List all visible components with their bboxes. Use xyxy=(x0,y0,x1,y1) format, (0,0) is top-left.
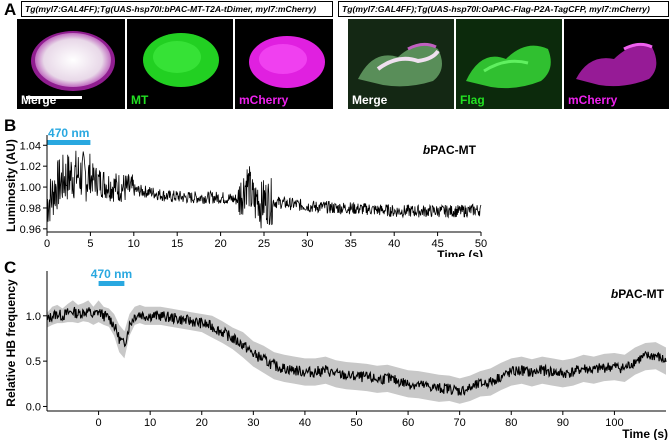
x-tick-label: 10 xyxy=(128,238,140,250)
y-tick-label: 1.00 xyxy=(20,182,41,194)
y-axis-label: Luminosity (AU) xyxy=(4,139,18,232)
series-annotation: bPAC-MT xyxy=(423,143,477,157)
x-tick-label: 25 xyxy=(258,238,270,250)
image-label: Flag xyxy=(460,93,485,107)
x-axis-label: Time (s) xyxy=(622,427,668,440)
heart-magenta-shape xyxy=(249,36,325,88)
microscopy-image-flag: Flag xyxy=(456,19,562,109)
y-tick-label: 0.96 xyxy=(20,224,41,236)
x-tick-label: 50 xyxy=(350,417,362,429)
microscopy-image-mt: MT xyxy=(127,19,233,109)
x-tick-label: 0 xyxy=(96,417,102,429)
stimulus-label: 470 nm xyxy=(48,126,89,140)
heartbeat-frequency-chart: 470 nm 0 10 20 30 40 50 60 70 80 90 100 0.0 0.5 1.0 Tim… xyxy=(4,267,668,440)
x-tick-label: 40 xyxy=(388,238,400,250)
x-tick-label: 0 xyxy=(44,238,50,250)
x-tick-label: 35 xyxy=(345,238,357,250)
heart-merge-shape xyxy=(31,31,115,91)
y-tick-label: 0.98 xyxy=(20,203,41,215)
microscopy-image-merge-bpac: Merge xyxy=(17,19,125,109)
scale-bar xyxy=(26,96,82,99)
x-tick-label: 30 xyxy=(301,238,313,250)
heart-merge-oapac-shape xyxy=(358,42,442,87)
microscopy-image-mcherry-oapac: mCherry xyxy=(564,19,669,109)
panel-b-letter: B xyxy=(4,116,17,135)
x-tick-label: 30 xyxy=(247,417,259,429)
heart-magenta-oapac-shape xyxy=(576,42,657,87)
image-label: mCherry xyxy=(568,93,618,107)
panel-a-letter: A xyxy=(4,0,17,19)
x-tick-label: 100 xyxy=(605,417,623,429)
x-tick-label: 45 xyxy=(431,238,443,250)
x-tick-label: 40 xyxy=(299,417,311,429)
y-tick-label: 0.5 xyxy=(26,356,41,368)
annotation-italic: b xyxy=(611,287,618,301)
annotation-italic: b xyxy=(423,143,430,157)
luminosity-chart: 470 nm 0 5 10 15 20 25 30 35 40 45 50 0.96 0.98 1.00 1.… xyxy=(4,126,487,257)
error-band xyxy=(47,300,666,404)
x-tick-label: 50 xyxy=(475,238,487,250)
x-axis-label: Time (s) xyxy=(437,248,483,257)
genotype-label-right: Tg(myl7:GAL4FF);Tg(UAS-hsp70l:OaPAC-Flag… xyxy=(338,1,669,17)
series-annotation: bPAC-MT xyxy=(611,287,665,301)
y-tick-label: 1.04 xyxy=(20,140,41,152)
x-tick-label: 80 xyxy=(505,417,517,429)
x-tick-label: 20 xyxy=(196,417,208,429)
image-label: Merge xyxy=(352,93,388,107)
x-tick-label: 15 xyxy=(171,238,183,250)
heart-green-oapac-shape xyxy=(466,45,551,89)
annotation-rest: PAC-MT xyxy=(430,143,476,157)
stimulus-label: 470 nm xyxy=(91,267,132,281)
y-tick-label: 1.0 xyxy=(26,311,41,323)
microscopy-image-mcherry-bpac: mCherry xyxy=(235,19,333,109)
image-label: MT xyxy=(131,93,149,107)
stimulus-bar xyxy=(98,281,125,286)
x-tick-label: 5 xyxy=(87,238,93,250)
x-tick-label: 60 xyxy=(402,417,414,429)
y-axis-label: Relative HB frequency xyxy=(4,279,18,407)
annotation-rest: PAC-MT xyxy=(618,287,664,301)
microscopy-image-merge-oapac: Merge xyxy=(348,19,454,109)
heart-green-shape xyxy=(143,33,219,87)
x-tick-label: 70 xyxy=(454,417,466,429)
x-tick-label: 10 xyxy=(144,417,156,429)
stimulus-bar xyxy=(47,140,91,145)
panel-c-letter: C xyxy=(4,258,17,277)
image-label: mCherry xyxy=(239,93,289,107)
genotype-label-left: Tg(myl7:GAL4FF);Tg(UAS-hsp70l:bPAC-MT-T2… xyxy=(21,1,333,17)
x-tick-label: 20 xyxy=(214,238,226,250)
y-tick-label: 0.0 xyxy=(26,401,41,413)
data-line xyxy=(46,150,482,229)
x-tick-label: 90 xyxy=(557,417,569,429)
y-tick-label: 1.02 xyxy=(20,161,41,173)
data-line xyxy=(46,306,667,396)
